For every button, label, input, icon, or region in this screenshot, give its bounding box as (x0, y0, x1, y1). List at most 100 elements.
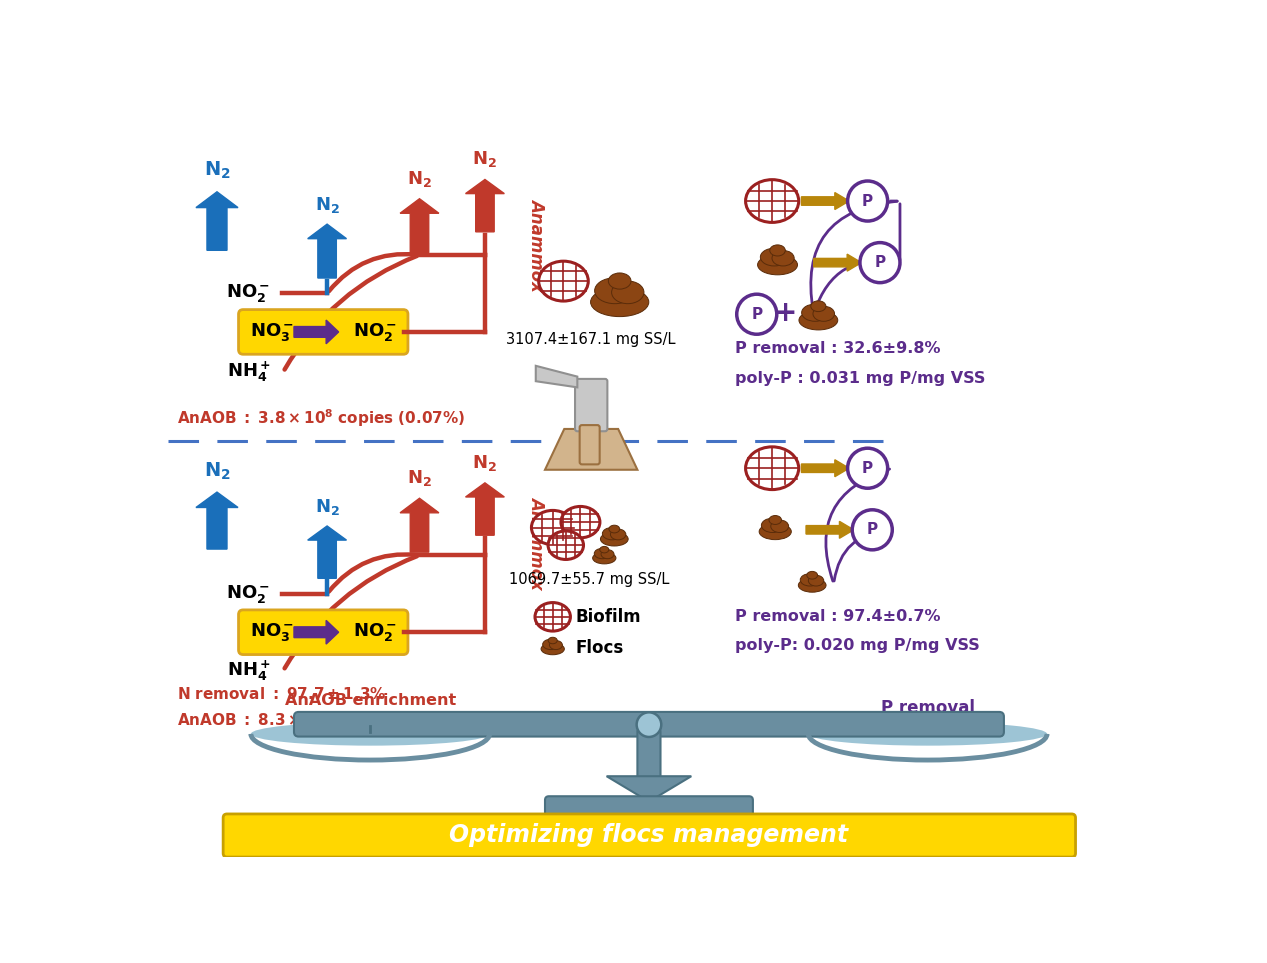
FancyArrow shape (400, 198, 438, 252)
Ellipse shape (561, 507, 599, 537)
FancyArrow shape (465, 482, 504, 535)
Ellipse shape (758, 255, 797, 274)
Ellipse shape (745, 447, 798, 489)
Ellipse shape (813, 306, 835, 322)
Text: $\mathbf{N_2}$: $\mathbf{N_2}$ (314, 497, 340, 517)
Ellipse shape (759, 524, 792, 539)
Text: Biofilm: Biofilm (575, 608, 641, 626)
Text: $\mathbf{N_2}$: $\mathbf{N_2}$ (473, 453, 498, 473)
Ellipse shape (251, 722, 489, 745)
FancyBboxPatch shape (545, 796, 753, 819)
Ellipse shape (601, 550, 614, 559)
Text: P: P (751, 307, 763, 322)
Ellipse shape (799, 310, 837, 330)
Text: $\mathbf{N_2}$: $\mathbf{N_2}$ (204, 160, 231, 181)
Text: P: P (867, 522, 878, 537)
Text: $\mathbf{NO_2^-}$: $\mathbf{NO_2^-}$ (353, 321, 398, 343)
Ellipse shape (594, 548, 611, 559)
Ellipse shape (745, 180, 798, 222)
Ellipse shape (770, 245, 786, 256)
Text: $\mathbf{AnAOB\ :\ 8.3\times10^{10}\ copies\ (12.5\%)}$: $\mathbf{AnAOB\ :\ 8.3\times10^{10}\ cop… (177, 709, 473, 731)
Ellipse shape (761, 518, 784, 533)
Text: P: P (862, 460, 873, 476)
FancyBboxPatch shape (575, 378, 607, 431)
Text: $\mathbf{NO_2^-}$: $\mathbf{NO_2^-}$ (226, 583, 270, 605)
FancyArrow shape (802, 193, 849, 210)
Text: poly-P : 0.031 mg P/mg VSS: poly-P : 0.031 mg P/mg VSS (735, 371, 986, 385)
Ellipse shape (535, 603, 570, 631)
FancyArrow shape (196, 192, 238, 250)
Circle shape (848, 448, 888, 488)
Ellipse shape (609, 525, 620, 533)
Text: $\mathbf{NO_3^-}$: $\mathbf{NO_3^-}$ (251, 321, 294, 343)
FancyArrow shape (802, 459, 849, 477)
Ellipse shape (802, 304, 829, 322)
Ellipse shape (599, 546, 609, 553)
Ellipse shape (593, 552, 616, 564)
Ellipse shape (594, 277, 635, 303)
Ellipse shape (601, 533, 628, 546)
Polygon shape (545, 429, 637, 470)
FancyArrow shape (196, 492, 238, 549)
Circle shape (853, 509, 892, 550)
Ellipse shape (549, 638, 557, 643)
Text: Anammox: Anammox (528, 497, 546, 589)
Text: P: P (874, 255, 886, 271)
Polygon shape (536, 366, 578, 387)
Ellipse shape (611, 529, 626, 540)
Text: Optimizing flocs management: Optimizing flocs management (450, 823, 849, 847)
Ellipse shape (602, 528, 622, 540)
Ellipse shape (808, 575, 824, 586)
Ellipse shape (772, 250, 794, 266)
FancyBboxPatch shape (294, 712, 1003, 737)
Ellipse shape (612, 281, 644, 303)
Text: $\mathbf{N\ removal\ :\ 97.7\pm1.3\%}$: $\mathbf{N\ removal\ :\ 97.7\pm1.3\%}$ (177, 686, 386, 702)
Circle shape (860, 243, 900, 283)
Text: $\mathbf{AnAOB\ :\ 3.8\times10^8\ copies\ (0.07\%)}$: $\mathbf{AnAOB\ :\ 3.8\times10^8\ copies… (177, 407, 465, 429)
Text: $\mathbf{N_2}$: $\mathbf{N_2}$ (407, 169, 432, 189)
Ellipse shape (808, 722, 1047, 745)
FancyArrow shape (400, 498, 438, 552)
FancyArrow shape (294, 620, 338, 644)
Circle shape (636, 713, 661, 737)
Ellipse shape (801, 574, 820, 586)
Text: $\mathbf{N_2}$: $\mathbf{N_2}$ (407, 468, 432, 488)
FancyArrow shape (813, 254, 862, 272)
Text: $\mathbf{NO_2^-}$: $\mathbf{NO_2^-}$ (226, 282, 270, 304)
Circle shape (848, 181, 888, 221)
Ellipse shape (769, 515, 782, 525)
Ellipse shape (549, 531, 584, 560)
Text: $\mathbf{N_2}$: $\mathbf{N_2}$ (314, 195, 340, 215)
Circle shape (736, 295, 777, 334)
Text: P: P (862, 194, 873, 209)
FancyArrow shape (308, 224, 346, 278)
Ellipse shape (798, 579, 826, 592)
Text: $\mathbf{NO_3^-}$: $\mathbf{NO_3^-}$ (251, 621, 294, 643)
Text: Flocs: Flocs (575, 638, 625, 657)
Ellipse shape (807, 571, 817, 579)
FancyArrow shape (806, 521, 854, 538)
Text: $\mathbf{NO_2^-}$: $\mathbf{NO_2^-}$ (353, 621, 398, 643)
Ellipse shape (590, 288, 649, 317)
Text: Anammox: Anammox (528, 198, 546, 292)
Text: AnAOB enrichment
N removal: AnAOB enrichment N removal (285, 693, 456, 728)
Ellipse shape (531, 510, 574, 545)
Ellipse shape (770, 520, 788, 533)
FancyArrow shape (308, 526, 346, 579)
Text: P removal : 32.6±9.8%: P removal : 32.6±9.8% (735, 341, 940, 356)
Ellipse shape (608, 273, 631, 289)
Text: $\mathbf{NH_4^+}$: $\mathbf{NH_4^+}$ (227, 659, 271, 683)
FancyArrow shape (294, 320, 338, 344)
Text: $\mathbf{NH_4^+}$: $\mathbf{NH_4^+}$ (227, 360, 271, 384)
Ellipse shape (760, 248, 788, 266)
Text: P removal : 97.4±0.7%: P removal : 97.4±0.7% (735, 610, 940, 624)
Text: $\mathbf{N_2}$: $\mathbf{N_2}$ (473, 149, 498, 169)
Ellipse shape (538, 261, 588, 301)
FancyArrow shape (465, 179, 504, 232)
Text: poly-P: 0.020 mg P/mg VSS: poly-P: 0.020 mg P/mg VSS (735, 638, 979, 653)
FancyBboxPatch shape (238, 309, 408, 354)
FancyBboxPatch shape (579, 425, 599, 464)
Ellipse shape (811, 300, 826, 312)
Text: P removal: P removal (881, 699, 974, 716)
Ellipse shape (550, 640, 563, 650)
